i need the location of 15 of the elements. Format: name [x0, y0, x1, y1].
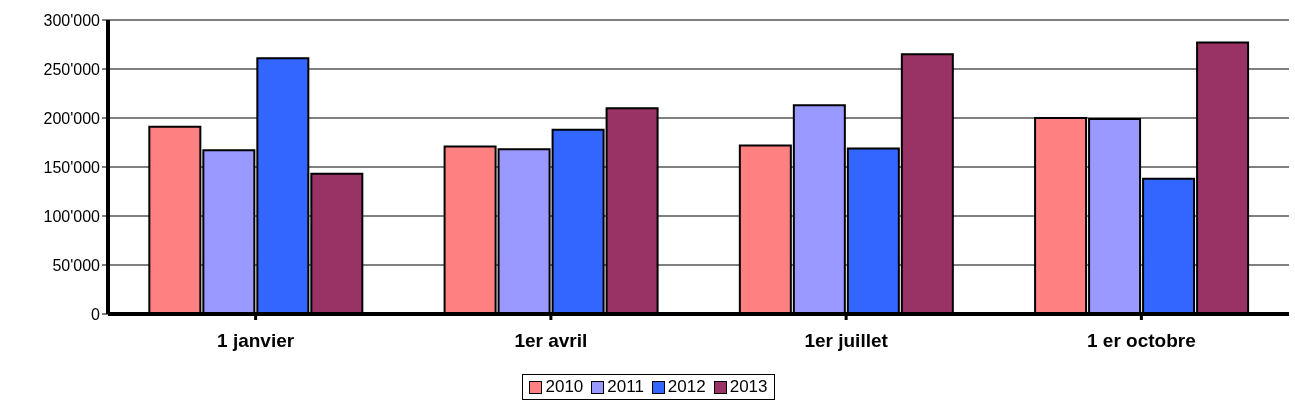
y-tick-label: 300'000	[43, 11, 101, 29]
y-tick-label: 250'000	[43, 60, 101, 78]
y-tick-label: 100'000	[43, 207, 101, 225]
y-tick-label: 0	[91, 305, 101, 323]
legend-label: 2012	[667, 377, 706, 397]
y-tick-label: 50'000	[52, 256, 101, 274]
y-tick-label: 150'000	[43, 158, 101, 176]
x-tick-label: 1er juillet	[804, 330, 889, 352]
x-tick-label: 1 er octobre	[1086, 330, 1196, 352]
legend-label: 2013	[729, 377, 768, 397]
x-tick-label: 1 janvier	[217, 330, 295, 352]
legend-label: 2011	[607, 377, 644, 397]
x-tick-label: 1er avril	[514, 330, 588, 352]
legend-label: 2010	[545, 377, 584, 397]
y-tick-label: 200'000	[43, 109, 101, 127]
